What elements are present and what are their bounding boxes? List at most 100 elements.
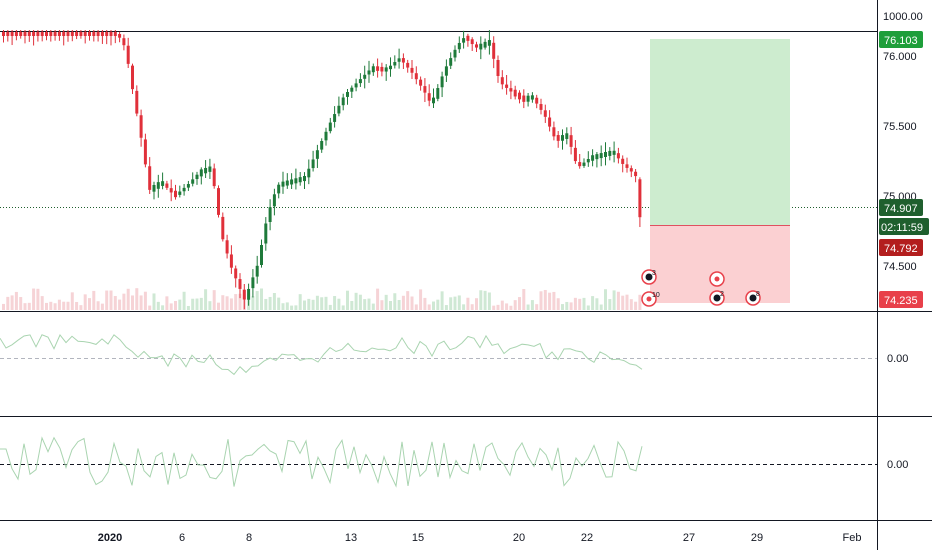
candle-body xyxy=(526,95,530,102)
volume-bar xyxy=(423,297,427,310)
volume-bar xyxy=(285,302,289,310)
candle-body xyxy=(483,41,487,48)
candle-body xyxy=(260,245,263,265)
volume-bar xyxy=(561,304,564,310)
indicator-pane-2[interactable] xyxy=(0,436,877,488)
candle-body xyxy=(169,188,173,193)
candle-body xyxy=(565,133,569,139)
volume-bar xyxy=(118,299,122,310)
candle-body xyxy=(285,180,289,186)
candle-body xyxy=(23,32,27,36)
volume-bar xyxy=(260,288,263,310)
candle-body xyxy=(251,277,255,289)
time-label: 13 xyxy=(345,532,357,544)
long-position-tool[interactable] xyxy=(650,39,790,303)
candle-body xyxy=(79,32,83,36)
candle-body xyxy=(27,32,31,36)
volume-bar xyxy=(14,291,18,310)
current-price-tag: 74.907 xyxy=(879,199,923,216)
earnings-marker[interactable]: 3 xyxy=(641,269,657,285)
earnings-icon xyxy=(645,273,653,281)
volume-bar xyxy=(169,303,173,310)
price-tick: 76.000 xyxy=(883,51,917,63)
split-marker[interactable]: 8 xyxy=(745,290,761,306)
volume-bar xyxy=(161,305,165,310)
volume-bar xyxy=(449,297,453,310)
volume-bar xyxy=(113,296,117,310)
volume-bar xyxy=(466,297,470,310)
volume-bar xyxy=(638,294,642,310)
countdown-tag: 02:11:59 xyxy=(879,218,929,235)
price-tick: 1000.00 xyxy=(883,11,923,23)
candle-body xyxy=(470,39,474,45)
volume-bars xyxy=(2,288,642,310)
volume-bar xyxy=(604,289,607,310)
stop-price-tag: 74.235 xyxy=(879,291,923,308)
volume-bar xyxy=(57,299,61,310)
candle-body xyxy=(475,44,478,48)
volume-bar xyxy=(10,295,14,310)
candle-body xyxy=(466,35,470,41)
candle-body xyxy=(195,174,199,180)
price-axis[interactable]: 1000.00 76.000 75.500 75.000 74.500 76.1… xyxy=(879,11,929,471)
earnings-icon xyxy=(713,294,721,302)
candle-body xyxy=(363,74,367,79)
event-markers[interactable]: 3 10 2 8 xyxy=(641,269,761,307)
dividend-marker[interactable]: 10 xyxy=(641,291,660,307)
volume-bar xyxy=(148,305,152,310)
volume-bar xyxy=(406,291,410,310)
candle-body xyxy=(105,32,109,36)
candle-body xyxy=(638,179,642,218)
dividend-marker[interactable] xyxy=(709,271,725,287)
candle-body xyxy=(595,154,599,160)
volume-bar xyxy=(526,304,530,310)
candle-body xyxy=(625,164,629,168)
candle-body xyxy=(165,183,169,188)
candle-body xyxy=(247,288,251,300)
candle-body xyxy=(10,32,14,36)
volume-bar xyxy=(307,298,311,310)
candle-body xyxy=(53,32,57,36)
candle-body xyxy=(182,187,186,192)
indicator-1-zero-label: 0.00 xyxy=(887,353,908,365)
candle-body xyxy=(126,45,130,64)
candle-body xyxy=(513,89,517,97)
candle-body xyxy=(337,105,341,114)
candle-body xyxy=(578,162,582,167)
candle-body xyxy=(371,66,375,73)
volume-bar xyxy=(539,291,543,310)
candle-body xyxy=(462,38,466,43)
candle-body xyxy=(303,176,306,182)
volume-bar xyxy=(165,296,169,310)
candle-body xyxy=(156,182,160,189)
volume-bar xyxy=(612,290,616,310)
candle-body xyxy=(522,95,526,102)
volume-bar xyxy=(436,299,440,310)
candle-body xyxy=(634,171,638,177)
candle-body xyxy=(100,32,104,36)
candle-body xyxy=(354,83,358,88)
volume-bar xyxy=(599,304,603,310)
candle-body xyxy=(186,184,190,188)
loss-zone[interactable] xyxy=(650,225,790,303)
earnings-marker[interactable]: 2 xyxy=(709,290,725,306)
volume-bar xyxy=(410,296,414,310)
volume-bar xyxy=(595,298,599,310)
volume-bar xyxy=(217,302,220,310)
profit-zone[interactable] xyxy=(650,39,790,225)
time-axis[interactable]: 2020 6 8 13 15 20 22 27 29 Feb xyxy=(98,532,862,544)
volume-bar xyxy=(195,298,199,310)
candle-body xyxy=(591,155,595,161)
marker-count: 10 xyxy=(652,292,660,299)
indicator-pane-1[interactable] xyxy=(0,334,877,376)
volume-bar xyxy=(440,291,444,310)
candle-body xyxy=(45,32,48,36)
volume-bar xyxy=(32,288,36,310)
volume-bar xyxy=(96,301,100,310)
candle-body xyxy=(174,190,177,198)
candle-body xyxy=(242,289,246,300)
candle-body xyxy=(612,150,616,155)
volume-bar xyxy=(303,300,306,310)
volume-bar xyxy=(178,299,182,310)
